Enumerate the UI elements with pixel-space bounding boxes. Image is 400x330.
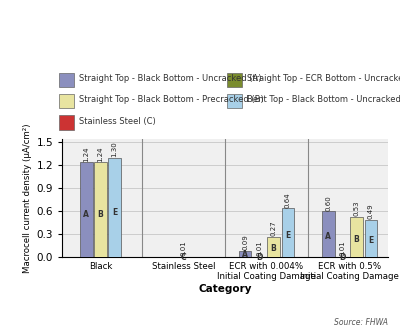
Bar	[322, 212, 334, 257]
Text: B: B	[98, 210, 103, 219]
Text: 0.64: 0.64	[285, 192, 291, 208]
Text: 0.01: 0.01	[340, 240, 346, 256]
Text: A: A	[242, 250, 248, 259]
Bar	[239, 250, 252, 257]
Bar	[59, 115, 74, 129]
Text: 0.60: 0.60	[325, 195, 331, 211]
Bar	[94, 162, 107, 257]
Text: 0.49: 0.49	[368, 204, 374, 219]
Text: E: E	[112, 208, 117, 217]
Text: Bent Top - Black Bottom - Uncracked (E): Bent Top - Black Bottom - Uncracked (E)	[247, 95, 400, 104]
Text: Straight Top - Black Bottom - Uncracked (A): Straight Top - Black Bottom - Uncracked …	[79, 74, 261, 83]
Text: 1.24: 1.24	[83, 146, 89, 162]
Bar	[108, 158, 121, 257]
Bar	[350, 217, 363, 257]
Text: C: C	[181, 253, 186, 262]
Text: Source: FHWA: Source: FHWA	[334, 318, 388, 327]
Text: 1.24: 1.24	[98, 146, 104, 162]
Text: B: B	[354, 235, 360, 244]
Text: E: E	[368, 236, 374, 245]
Text: E: E	[285, 231, 290, 240]
Bar	[227, 94, 242, 108]
Text: Mean Macrocell Current Density Data Classified
By Bar Type and Slab Configuratio: Mean Macrocell Current Density Data Clas…	[21, 18, 379, 50]
Bar	[364, 220, 377, 257]
Text: D: D	[256, 253, 263, 262]
Bar	[59, 73, 74, 87]
Bar	[267, 237, 280, 257]
Bar	[227, 73, 242, 87]
Text: B: B	[271, 244, 276, 252]
Text: 0.09: 0.09	[242, 234, 248, 250]
Text: A: A	[325, 232, 331, 241]
Text: 0.53: 0.53	[354, 200, 360, 216]
X-axis label: Category: Category	[198, 284, 252, 294]
Text: 0.27: 0.27	[270, 220, 276, 236]
Text: 0.01: 0.01	[256, 240, 262, 256]
Text: Stainless Steel (C): Stainless Steel (C)	[79, 116, 156, 126]
Text: 0.01: 0.01	[180, 240, 186, 256]
Text: D: D	[339, 253, 346, 262]
Text: A: A	[83, 210, 89, 219]
Bar	[80, 162, 92, 257]
Y-axis label: Macrocell current density (μA/cm²): Macrocell current density (μA/cm²)	[23, 123, 32, 273]
Bar	[282, 208, 294, 257]
Bar	[59, 94, 74, 108]
Text: 1.30: 1.30	[112, 141, 118, 157]
Text: Straight Top - ECR Bottom - Uncracked (D): Straight Top - ECR Bottom - Uncracked (D…	[247, 74, 400, 83]
Text: Straight Top - Black Bottom - Precracked (B): Straight Top - Black Bottom - Precracked…	[79, 95, 264, 104]
